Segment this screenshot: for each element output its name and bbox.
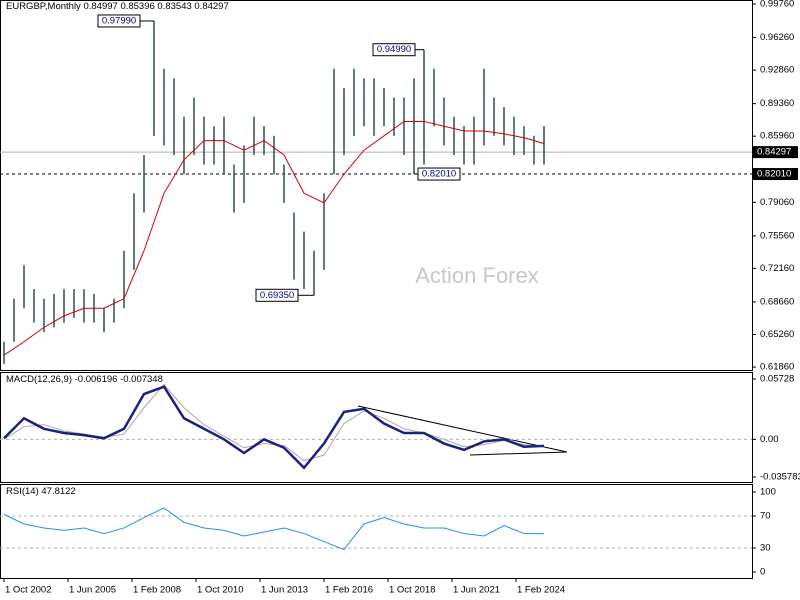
annotation-box <box>417 167 461 181</box>
y-tick-label: 30 <box>760 542 771 553</box>
y-tick-label: 0 <box>760 566 765 577</box>
annotation-label: 0.94990 <box>377 44 411 55</box>
y-tick-label: 100 <box>760 487 776 498</box>
annotation-box <box>372 43 416 57</box>
y-tick-label: 0.89360 <box>760 98 794 109</box>
x-tick-label: 1 Feb 2008 <box>133 585 181 596</box>
x-tick-label: 1 Jun 2013 <box>261 585 308 596</box>
header-value: -0.006196 <box>75 374 118 385</box>
header-value: 0.84297 <box>194 1 228 12</box>
x-tick-label: 1 Oct 2018 <box>389 585 435 596</box>
header-title: MACD(12,26,9) <box>6 374 72 385</box>
indicator-header: RSI(14) 47.8122 <box>6 486 76 497</box>
y-tick-label: 0.96260 <box>760 32 794 43</box>
indicator-line <box>3 507 545 551</box>
header-value: -0.007348 <box>120 374 163 385</box>
y-tick-label: 0.72160 <box>760 263 794 274</box>
x-tick-label: 1 Jun 2005 <box>69 585 116 596</box>
x-tick-label: 1 Jun 2021 <box>453 585 500 596</box>
y-tick-label: 0.99760 <box>760 0 794 10</box>
y-tick-label: 0.85960 <box>760 131 794 142</box>
annotation-label: 0.69350 <box>260 290 294 301</box>
header-value: 0.83543 <box>157 1 191 12</box>
y-tick-label: 0.68660 <box>760 296 794 307</box>
y-tick-label: -0.035783 <box>760 472 800 483</box>
annotation-box <box>97 14 141 28</box>
indicator-line <box>3 385 545 470</box>
x-tick-label: 1 Oct 2010 <box>197 585 243 596</box>
price-tag-label: 0.84297 <box>757 147 791 158</box>
moving-average <box>3 120 545 356</box>
header-value: 0.85396 <box>120 1 154 12</box>
annotation-label: 0.82010 <box>422 169 456 180</box>
y-tick-label: 70 <box>760 510 771 521</box>
y-tick-label: 0.79060 <box>760 197 794 208</box>
annotation-label: 0.97990 <box>102 15 136 26</box>
x-tick-label: 1 Feb 2016 <box>325 585 373 596</box>
indicator-header: EURGBP,Monthly 0.84997 0.85396 0.83543 0… <box>6 1 229 12</box>
y-tick-label: 0.61860 <box>760 362 794 373</box>
macd-panel <box>0 372 753 483</box>
y-tick-label: 0.75560 <box>760 230 794 241</box>
trend-line <box>469 451 568 456</box>
header-title: EURGBP,Monthly <box>6 1 81 12</box>
header-value: 0.84997 <box>83 1 117 12</box>
y-tick-label: 0.92860 <box>760 65 794 76</box>
header-title: RSI(14) <box>6 486 39 497</box>
x-tick-label: 1 Feb 2024 <box>517 585 565 596</box>
annotation-box <box>255 288 299 302</box>
price-panel <box>0 0 753 371</box>
header-value: 47.8122 <box>41 486 75 497</box>
watermark: Action Forex <box>415 263 539 288</box>
x-tick-label: 1 Oct 2002 <box>5 585 51 596</box>
y-tick-label: 0.00 <box>760 434 779 445</box>
trend-line <box>357 405 568 453</box>
rsi-panel <box>0 484 753 579</box>
indicator-header: MACD(12,26,9) -0.006196 -0.007348 <box>6 374 163 385</box>
y-tick-label: 0.65260 <box>760 329 794 340</box>
price-tag <box>753 168 798 181</box>
price-tag <box>753 146 798 159</box>
price-tag-label: 0.82010 <box>757 169 791 180</box>
y-tick-label: 0.05728 <box>760 373 794 384</box>
